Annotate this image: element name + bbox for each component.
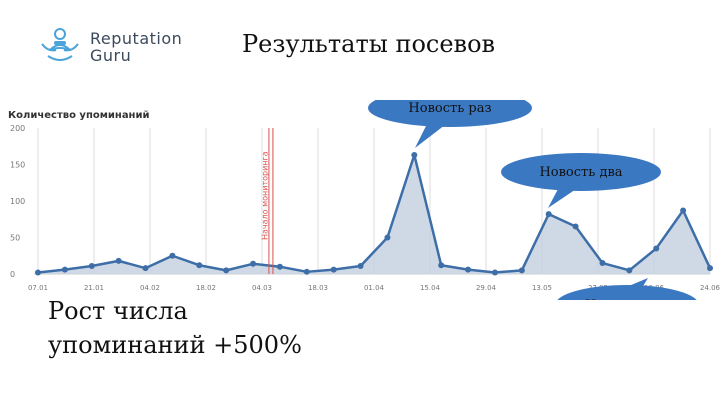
data-point bbox=[250, 260, 257, 267]
data-point bbox=[35, 269, 41, 276]
x-tick-label: 04.02 bbox=[140, 284, 160, 292]
callout-bubble: Новость два bbox=[501, 153, 661, 208]
data-point bbox=[545, 211, 552, 218]
y-tick-label: 150 bbox=[10, 161, 25, 170]
data-point bbox=[61, 266, 68, 273]
data-point bbox=[626, 267, 633, 274]
brand-name-line2: Guru bbox=[90, 46, 132, 65]
callout-ellipse bbox=[501, 153, 661, 191]
data-point bbox=[707, 265, 713, 272]
x-tick-label: 04.03 bbox=[252, 284, 272, 292]
brand-name: Reputation Guru bbox=[90, 30, 182, 64]
callout-ellipse bbox=[557, 285, 697, 300]
callout-pointer bbox=[548, 187, 580, 208]
data-point bbox=[384, 234, 391, 241]
growth-summary: Рост числа упоминаний +500% bbox=[48, 294, 302, 362]
data-point bbox=[196, 262, 203, 269]
callout-label: Новость три bbox=[585, 298, 669, 300]
growth-line-2: упоминаний +500% bbox=[48, 331, 302, 359]
callout-label: Новость раз bbox=[408, 101, 491, 116]
data-point bbox=[680, 207, 687, 214]
mentions-chart: Количество упоминаний Начало мониторинга… bbox=[8, 100, 720, 300]
page-title: Результаты посевов bbox=[242, 30, 496, 58]
data-point bbox=[115, 257, 122, 264]
x-tick-label: 13.05 bbox=[532, 284, 552, 292]
callout-bubble: Новость раз bbox=[368, 100, 532, 148]
series-area bbox=[38, 155, 710, 274]
x-tick-label: 01.04 bbox=[364, 284, 385, 292]
callout-label: Новость два bbox=[539, 165, 622, 180]
x-tick-label: 29.04 bbox=[476, 284, 497, 292]
data-point bbox=[491, 269, 498, 276]
data-point bbox=[518, 267, 525, 274]
data-point bbox=[411, 152, 418, 159]
series-line bbox=[37, 153, 712, 274]
y-tick-label: 200 bbox=[10, 124, 25, 133]
data-point bbox=[572, 223, 579, 230]
data-point bbox=[276, 263, 283, 270]
data-point bbox=[88, 262, 95, 269]
annotation-label: Начало мониторинга bbox=[260, 151, 269, 240]
logo: Reputation Guru bbox=[38, 24, 208, 68]
data-point bbox=[599, 260, 606, 267]
callout-bubble: Новость три bbox=[557, 278, 697, 300]
data-point bbox=[357, 262, 364, 269]
data-point bbox=[303, 268, 310, 275]
y-tick-label: 0 bbox=[10, 270, 15, 279]
data-point bbox=[653, 245, 660, 252]
y-tick-label: 100 bbox=[10, 197, 25, 206]
y-tick-label: 50 bbox=[10, 234, 20, 243]
data-point bbox=[223, 267, 230, 274]
data-point bbox=[142, 265, 149, 272]
callout-ellipse bbox=[368, 100, 532, 127]
guru-logo-icon bbox=[41, 28, 79, 61]
data-point bbox=[169, 252, 176, 259]
x-tick-label: 18.02 bbox=[196, 284, 216, 292]
x-tick-label: 21.01 bbox=[84, 284, 104, 292]
x-tick-label: 24.06 bbox=[700, 284, 720, 292]
x-tick-label: 18.03 bbox=[308, 284, 328, 292]
data-point bbox=[465, 266, 472, 273]
chart-title: Количество упоминаний bbox=[8, 110, 149, 121]
brand-name-line1: Reputation bbox=[90, 29, 183, 48]
growth-line-1: Рост числа bbox=[48, 297, 188, 325]
data-point bbox=[438, 262, 445, 269]
callout-pointer bbox=[415, 123, 448, 148]
x-tick-label: 15.04 bbox=[420, 284, 441, 292]
x-tick-label: 07.01 bbox=[28, 284, 48, 292]
data-point bbox=[330, 266, 337, 273]
